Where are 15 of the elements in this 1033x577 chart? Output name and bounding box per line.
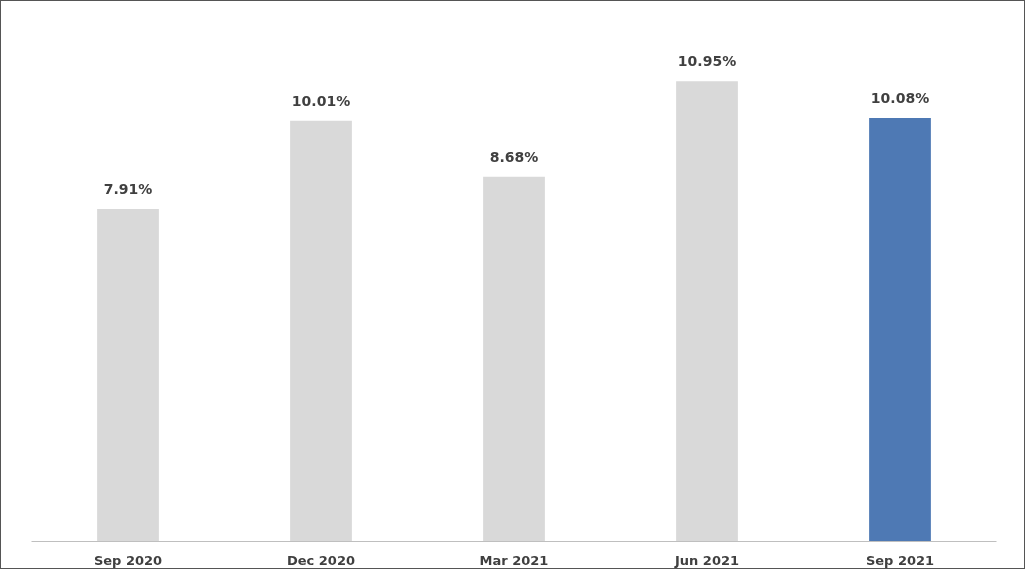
data-label: 7.91% <box>103 181 153 198</box>
x-tick-label: Mar 2021 <box>479 552 549 568</box>
data-label: 10.01% <box>291 92 351 109</box>
x-tick-label: Dec 2020 <box>286 552 356 568</box>
x-tick-label: Sep 2020 <box>93 552 163 568</box>
x-tick-label: Jun 2021 <box>673 552 740 568</box>
data-label: 10.08% <box>870 89 930 106</box>
x-tick-label: Sep 2021 <box>865 552 935 568</box>
bar <box>676 81 738 542</box>
bar <box>483 176 545 542</box>
bar <box>97 209 159 542</box>
bar <box>869 117 931 542</box>
data-label: 8.68% <box>489 148 539 165</box>
data-label: 10.95% <box>677 53 737 70</box>
bar <box>290 120 352 542</box>
